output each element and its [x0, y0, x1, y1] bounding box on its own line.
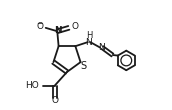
- Text: H: H: [86, 31, 92, 40]
- Text: N: N: [86, 38, 92, 47]
- Text: −: −: [36, 19, 42, 28]
- Text: HO: HO: [25, 81, 39, 90]
- Text: O: O: [71, 22, 78, 31]
- Text: O: O: [36, 22, 43, 31]
- Text: N: N: [54, 26, 62, 35]
- Text: O: O: [51, 96, 58, 105]
- Text: N: N: [98, 43, 105, 52]
- Text: S: S: [80, 61, 86, 71]
